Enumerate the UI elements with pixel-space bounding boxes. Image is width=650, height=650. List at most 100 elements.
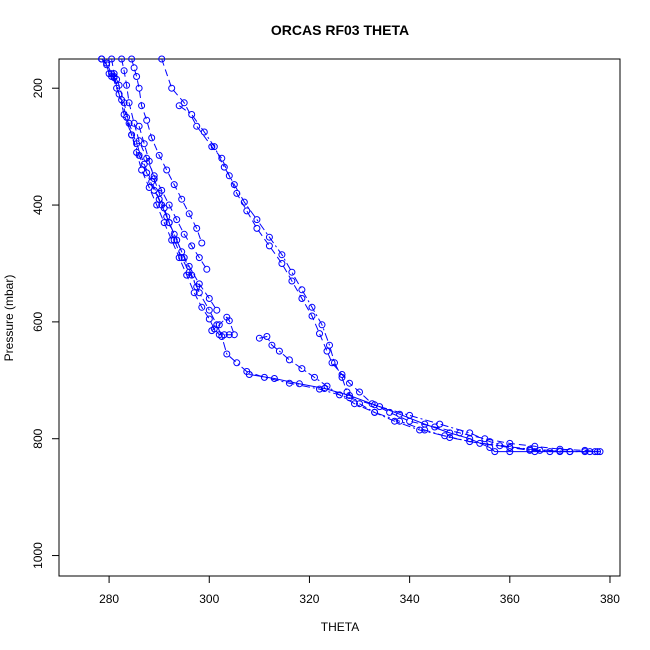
- series-10: [98, 55, 121, 83]
- data-point: [98, 55, 106, 63]
- x-tick-label: 360: [500, 592, 520, 606]
- plot-area-frame: [58, 58, 621, 577]
- data-point: [188, 271, 196, 279]
- data-point: [193, 283, 201, 291]
- data-point: [321, 385, 328, 392]
- data-point: [188, 111, 196, 118]
- data-point: [331, 359, 338, 367]
- data-point: [218, 333, 226, 340]
- data-point: [188, 242, 196, 250]
- series-line: [138, 126, 198, 288]
- series-9: [245, 371, 604, 456]
- data-point: [263, 333, 271, 340]
- series-7: [255, 333, 599, 456]
- data-point: [115, 90, 123, 98]
- data-point: [253, 224, 261, 232]
- data-point: [298, 365, 306, 373]
- data-point: [150, 172, 158, 180]
- series-line: [113, 76, 570, 453]
- data-point: [446, 434, 454, 441]
- data-point: [386, 408, 394, 416]
- data-point: [113, 75, 121, 83]
- data-point: [506, 444, 514, 451]
- data-point: [298, 286, 306, 294]
- data-point: [173, 236, 181, 244]
- data-point: [213, 321, 221, 329]
- data-point: [163, 166, 171, 174]
- data-point: [128, 131, 136, 139]
- data-point: [446, 429, 454, 437]
- series-3: [128, 55, 206, 247]
- data-point: [158, 201, 166, 209]
- data-point: [155, 151, 163, 159]
- series-4: [135, 122, 201, 291]
- data-point: [198, 303, 206, 311]
- data-point: [193, 224, 201, 232]
- data-point: [278, 260, 286, 267]
- data-point: [198, 239, 206, 247]
- x-tick-label: 340: [400, 592, 420, 606]
- data-point: [173, 216, 181, 224]
- data-point: [318, 321, 326, 329]
- data-point: [265, 233, 273, 241]
- data-point: [581, 448, 589, 456]
- data-point: [346, 392, 353, 399]
- data-point: [338, 373, 346, 381]
- data-point: [326, 341, 333, 349]
- data-point: [135, 137, 143, 145]
- data-point: [195, 289, 203, 297]
- series-line: [178, 105, 590, 453]
- data-point: [193, 122, 201, 130]
- data-point: [125, 119, 133, 127]
- chart-title: ORCAS RF03 THETA: [271, 22, 409, 38]
- y-tick-label: 600: [31, 312, 45, 332]
- y-tick-label: 200: [31, 78, 45, 98]
- data-point: [165, 201, 173, 209]
- data-point: [391, 417, 399, 425]
- data-point: [133, 73, 141, 80]
- data-point: [103, 61, 111, 69]
- data-point: [336, 391, 343, 399]
- data-point: [150, 186, 158, 194]
- data-point: [328, 359, 336, 367]
- data-point: [135, 151, 143, 159]
- data-point: [278, 251, 286, 259]
- data-point: [491, 448, 499, 456]
- data-point: [178, 195, 186, 203]
- x-tick-label: 380: [600, 592, 620, 606]
- data-point: [288, 268, 296, 276]
- data-point: [120, 111, 128, 118]
- data-point: [170, 236, 178, 244]
- data-point: [180, 254, 188, 262]
- data-point: [506, 439, 514, 447]
- series-layer: [98, 55, 604, 456]
- data-point: [125, 99, 133, 107]
- data-point: [190, 289, 198, 297]
- data-point: [506, 448, 514, 456]
- data-point: [556, 448, 564, 456]
- data-point: [143, 116, 151, 124]
- data-point: [130, 64, 138, 72]
- data-point: [175, 102, 183, 110]
- series-6: [175, 102, 594, 456]
- data-point: [165, 219, 173, 227]
- data-point: [203, 265, 211, 273]
- data-point: [168, 236, 176, 244]
- y-tick-label: 400: [31, 195, 45, 215]
- data-point: [436, 420, 444, 428]
- data-point: [225, 331, 233, 339]
- series-5: [158, 55, 601, 456]
- data-point: [346, 394, 353, 402]
- data-point: [123, 81, 131, 89]
- series-line: [161, 58, 598, 453]
- data-point: [466, 435, 474, 443]
- y-axis: 200 400 600 800 1000: [31, 78, 60, 569]
- data-point: [195, 254, 203, 262]
- data-point: [160, 219, 168, 227]
- x-axis-label: THETA: [321, 620, 359, 634]
- data-point: [270, 375, 278, 382]
- data-point: [208, 327, 216, 335]
- series-line: [101, 58, 236, 336]
- data-point: [163, 213, 171, 221]
